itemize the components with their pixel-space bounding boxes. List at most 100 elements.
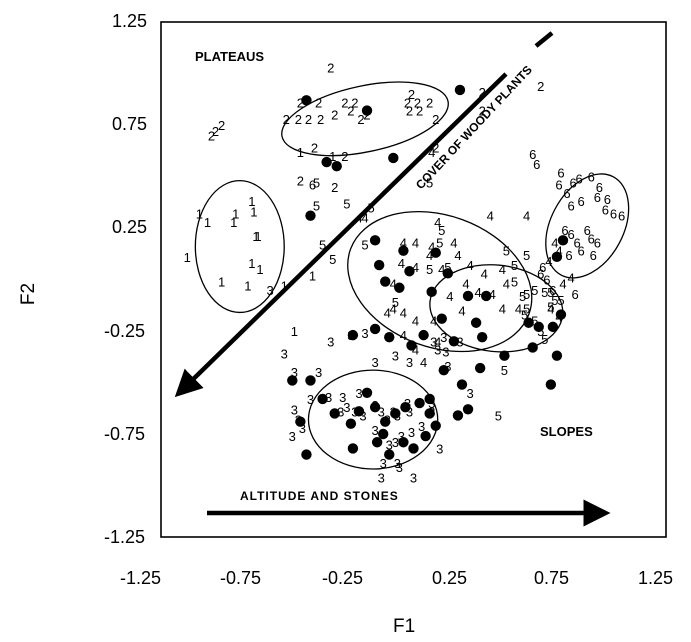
data-point-group-3: 3 xyxy=(372,355,379,370)
data-point-group-1: 1 xyxy=(248,194,255,209)
data-point-group-2: 2 xyxy=(347,104,354,119)
data-point-group-6: 6 xyxy=(590,248,597,263)
data-point-group-5: 5 xyxy=(523,248,530,263)
data-point-filled xyxy=(462,404,474,415)
data-point-group-4: 4 xyxy=(458,303,465,318)
data-point-filled xyxy=(321,156,332,168)
data-point-group-2: 2 xyxy=(297,174,304,189)
data-point-group-4: 4 xyxy=(481,266,488,281)
data-point-group-2: 2 xyxy=(479,104,486,119)
data-point-filled xyxy=(369,235,381,246)
data-point-group-2: 2 xyxy=(416,104,423,119)
data-point-group-4: 4 xyxy=(412,235,419,250)
data-point-group-1: 1 xyxy=(252,229,259,244)
data-point-filled xyxy=(426,286,437,298)
data-point-group-3: 3 xyxy=(436,441,443,456)
data-point-filled xyxy=(345,418,357,429)
data-point-group-3: 3 xyxy=(315,365,322,380)
data-point-group-5: 5 xyxy=(531,283,538,298)
data-point-group-6: 6 xyxy=(604,192,611,207)
data-point-group-3: 3 xyxy=(418,419,425,434)
data-point-group-2: 2 xyxy=(357,112,364,127)
y-tick-label: -0.25 xyxy=(104,321,145,341)
data-point-filled xyxy=(398,245,409,256)
data-point-filled xyxy=(378,428,389,440)
data-point-filled xyxy=(369,402,381,413)
cluster-ellipse xyxy=(194,179,285,314)
data-point-group-6: 6 xyxy=(610,207,617,222)
data-point-group-3: 3 xyxy=(359,408,366,423)
data-point-group-2: 2 xyxy=(432,141,439,156)
data-point-filled xyxy=(414,397,425,409)
data-point-filled xyxy=(394,282,405,293)
data-point-group-4: 4 xyxy=(559,277,566,292)
data-point-filled xyxy=(380,416,391,427)
data-point-group-6: 6 xyxy=(549,283,556,298)
data-point-group-5: 5 xyxy=(313,176,320,191)
data-point-group-4: 4 xyxy=(434,334,441,349)
data-point-group-3: 3 xyxy=(380,456,387,471)
data-point-filled xyxy=(305,210,316,221)
data-point-group-3: 3 xyxy=(456,334,463,349)
data-point-group-3: 3 xyxy=(406,404,413,419)
data-point-filled xyxy=(545,379,557,390)
data-point-group-2: 2 xyxy=(479,85,486,100)
data-point-group-2: 2 xyxy=(311,141,318,156)
woody-plants-arrow-tail xyxy=(534,31,554,48)
data-point-group-2: 2 xyxy=(212,124,219,139)
data-point-filled xyxy=(462,290,474,302)
cluster-ellipse xyxy=(307,369,439,470)
data-point-group-6: 6 xyxy=(537,266,544,281)
data-point-group-6: 6 xyxy=(594,235,601,250)
data-point-group-5: 5 xyxy=(523,301,530,316)
data-point-filled xyxy=(456,379,468,390)
data-point-group-5: 5 xyxy=(329,252,336,267)
data-point-group-3: 3 xyxy=(396,460,403,475)
data-point-group-2: 2 xyxy=(295,112,302,127)
data-point-group-4: 4 xyxy=(489,287,496,302)
data-point-group-3: 3 xyxy=(466,386,473,401)
data-point-group-5: 5 xyxy=(501,363,508,378)
data-point-group-4: 4 xyxy=(434,215,441,230)
data-point-group-6: 6 xyxy=(584,223,591,238)
data-point-filled xyxy=(305,375,316,386)
data-point-group-1: 1 xyxy=(244,279,251,294)
data-point-group-6: 6 xyxy=(578,194,585,209)
data-point-filled xyxy=(424,393,435,405)
data-point-group-2: 2 xyxy=(406,104,413,119)
data-point-filled xyxy=(555,309,567,320)
data-point-group-1: 1 xyxy=(254,229,261,244)
data-point-group-1: 1 xyxy=(232,207,239,222)
data-point-group-2: 2 xyxy=(297,95,304,110)
data-point-filled xyxy=(329,408,340,419)
data-point-filled xyxy=(454,84,466,96)
data-point-group-4: 4 xyxy=(567,270,574,285)
data-point-group-6: 6 xyxy=(567,227,574,242)
data-point-group-6: 6 xyxy=(533,157,540,172)
data-point-group-4: 4 xyxy=(454,248,461,263)
data-point-filled xyxy=(418,329,429,341)
data-point-group-6: 6 xyxy=(578,244,585,259)
data-point-group-3: 3 xyxy=(394,456,401,471)
data-point-group-1: 1 xyxy=(204,215,211,230)
data-point-filled xyxy=(317,393,328,405)
data-point-group-4: 4 xyxy=(398,256,405,271)
data-point-group-5: 5 xyxy=(438,223,445,238)
data-point-filled xyxy=(380,276,391,287)
data-point-group-1: 1 xyxy=(256,262,263,277)
y-tick-label: -0.75 xyxy=(104,424,145,444)
data-point-filled xyxy=(287,375,298,386)
data-point-group-4: 4 xyxy=(503,277,510,292)
data-point-filled xyxy=(533,321,544,333)
data-point-group-1: 1 xyxy=(329,149,336,164)
data-point-group-2: 2 xyxy=(331,108,338,123)
data-point-group-3: 3 xyxy=(430,334,437,349)
data-point-group-6: 6 xyxy=(529,147,536,162)
data-point-group-2: 2 xyxy=(283,112,290,127)
data-point-filled xyxy=(373,259,385,271)
data-point-group-4: 4 xyxy=(400,305,407,320)
data-point-group-4: 4 xyxy=(390,301,397,316)
data-point-group-6: 6 xyxy=(574,235,581,250)
data-point-group-5: 5 xyxy=(392,295,399,310)
data-point-group-4: 4 xyxy=(523,209,530,224)
